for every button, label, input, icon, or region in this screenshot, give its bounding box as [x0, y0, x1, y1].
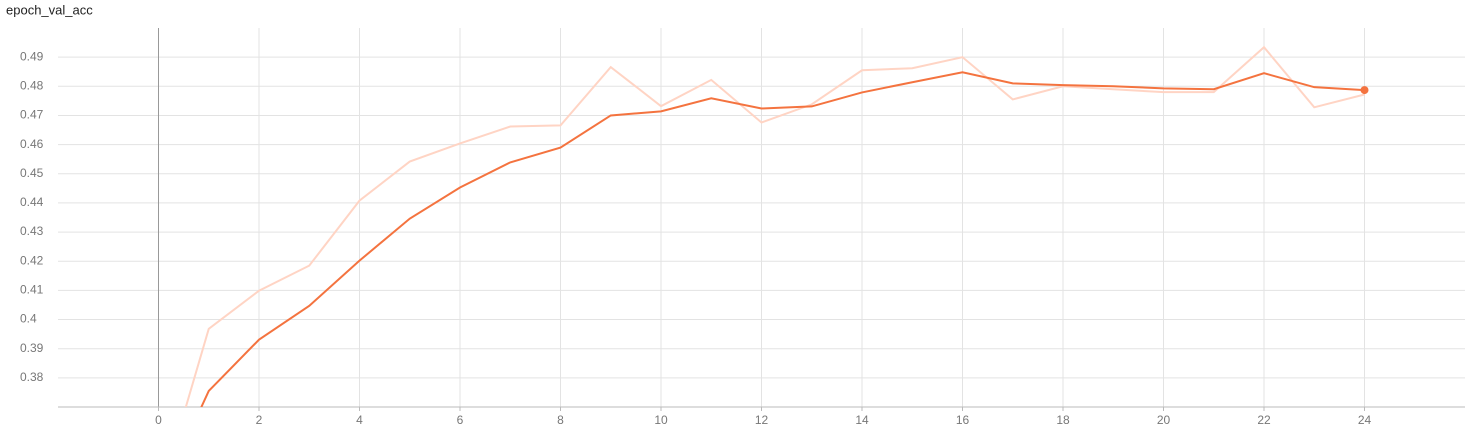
- x-tick-label: 6: [457, 413, 464, 427]
- y-tick-label: 0.44: [20, 195, 44, 209]
- x-tick-label: 24: [1358, 413, 1372, 427]
- x-tick-label: 10: [654, 413, 668, 427]
- y-tick-label: 0.45: [20, 166, 44, 180]
- plot-area: [184, 45, 1369, 407]
- y-tick-label: 0.39: [20, 341, 44, 355]
- y-tick-label: 0.46: [20, 137, 44, 151]
- x-tick-label: 22: [1257, 413, 1271, 427]
- x-tick-label: 0: [155, 413, 162, 427]
- x-tick-label: 4: [356, 413, 363, 427]
- x-tick-label: 14: [855, 413, 869, 427]
- y-tick-label: 0.41: [20, 283, 44, 297]
- y-tick-label: 0.47: [20, 108, 44, 122]
- x-tick-label: 12: [755, 413, 769, 427]
- chart-title: epoch_val_acc: [6, 2, 93, 17]
- last-point: [1360, 86, 1369, 95]
- x-tick-label: 18: [1056, 413, 1070, 427]
- x-tick-label: 20: [1157, 413, 1171, 427]
- y-tick-label: 0.49: [20, 49, 44, 63]
- series-line: [184, 45, 1365, 407]
- x-tick-label: 2: [256, 413, 263, 427]
- y-tick-label: 0.42: [20, 253, 44, 267]
- y-tick-label: 0.48: [20, 78, 44, 92]
- x-tick-label: 16: [956, 413, 970, 427]
- y-tick-label: 0.43: [20, 224, 44, 238]
- series-line: [200, 71, 1365, 407]
- y-tick-label: 0.4: [20, 312, 37, 326]
- y-tick-label: 0.38: [20, 370, 44, 384]
- x-tick-label: 8: [557, 413, 564, 427]
- grid: 0.38 0.39 0.4 0.41 0.42 0.43 0.44 0.45 0.46 0.47 0…: [20, 28, 1465, 427]
